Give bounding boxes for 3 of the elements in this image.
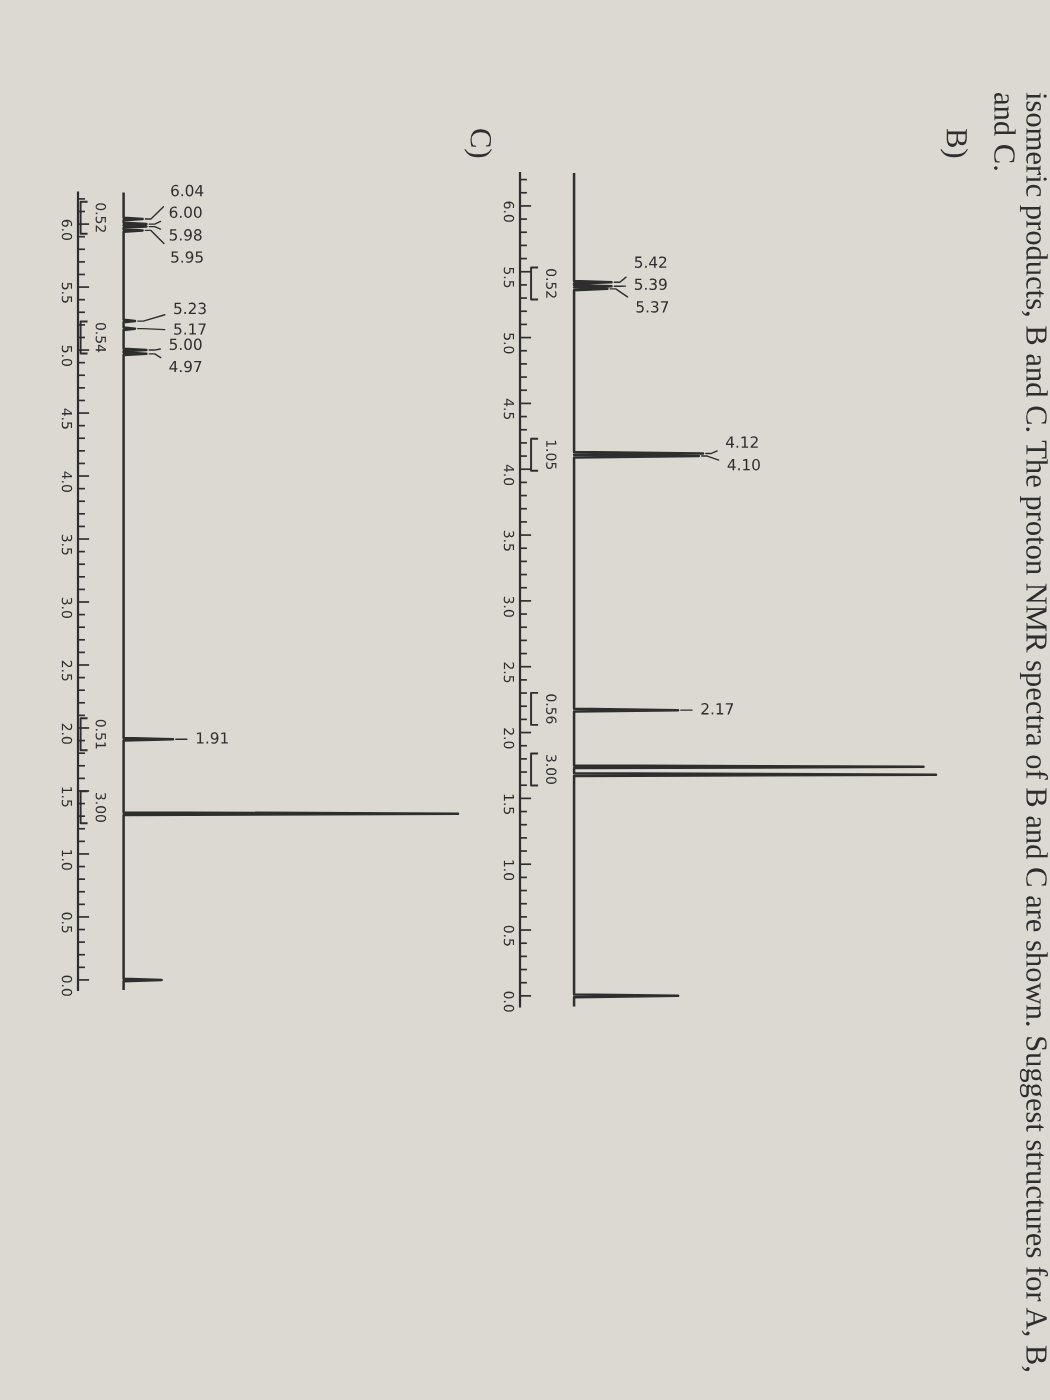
text: isomeric products, B and C. The proton NMR spectra of B and C are shown. Suggest structures for A, B, and C. [994, 92, 1048, 1371]
chart-title: B) [940, 128, 968, 158]
chart-title: C) [464, 129, 492, 158]
